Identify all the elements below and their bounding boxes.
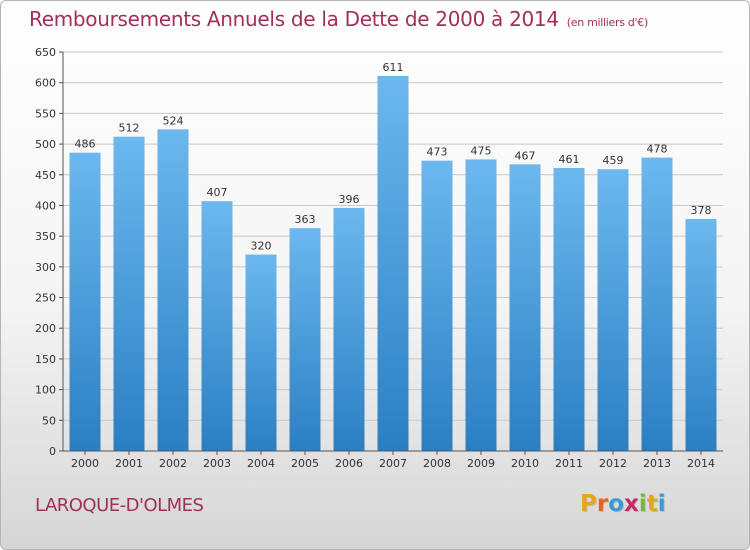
y-tick-label: 0 [49,445,56,458]
x-tick-label-2014: 2014 [687,457,715,470]
bar-2012 [597,169,629,451]
data-label-2007: 611 [383,61,404,74]
data-label-2000: 486 [75,138,96,151]
data-label-2011: 461 [559,153,580,166]
y-tick-label: 350 [35,230,56,243]
axes [59,51,723,455]
data-label-2005: 363 [295,213,316,226]
y-tick-label: 650 [35,46,56,59]
data-label-2009: 475 [471,144,492,157]
y-tick-labels: 0 50 100 150 200 250 300 350 400 450 500 550 600 650 [35,46,56,458]
x-tick-label-2003: 2003 [203,457,231,470]
data-label-2002: 524 [163,114,184,127]
bar-2009 [465,159,497,451]
y-tick-label: 450 [35,169,56,182]
title-unit: (en milliers d'€) [566,16,648,29]
bars [69,75,717,452]
y-tick-label: 100 [35,384,56,397]
data-label-2001: 512 [119,122,140,135]
logo-letter: i [657,491,666,517]
y-tick-label: 550 [35,107,56,120]
x-tick-label-2008: 2008 [423,457,451,470]
y-tick-label: 600 [35,77,56,90]
bar-2011 [553,168,585,452]
logo-letter: i [638,491,647,517]
data-label-2014: 378 [691,204,712,217]
x-tick-label-2004: 2004 [247,457,275,470]
y-tick-label: 300 [35,261,56,274]
bar-2007 [377,75,409,451]
data-labels: 486 512 524 407 320 363 396 611 473 475 467 461 459 4… [75,61,712,253]
bar-2008 [421,160,453,452]
commune-name: LAROQUE-D'OLMES [35,495,204,516]
y-tick-label: 400 [35,199,56,212]
x-tick-label-2007: 2007 [379,457,407,470]
logo-letter: o [608,491,625,517]
x-tick-label-2010: 2010 [511,457,539,470]
bar-2003 [201,201,233,451]
logo-letter: r [596,491,609,517]
bar-2004 [245,254,277,451]
chart-title: Remboursements Annuels de la Dette de 20… [29,7,648,31]
bar-2010 [509,164,541,451]
data-label-2008: 473 [427,146,448,159]
x-tick-label-2012: 2012 [599,457,627,470]
data-label-2012: 459 [603,154,624,167]
data-label-2004: 320 [251,240,272,253]
y-tick-label: 250 [35,292,56,305]
x-tick-label-2001: 2001 [115,457,143,470]
y-tick-label: 500 [35,138,56,151]
bar-2001 [113,136,145,452]
x-tick-label-2005: 2005 [291,457,319,470]
x-tick-labels: 2000 2001 2002 2003 2004 2005 2006 2007 2008 2009… [71,457,715,470]
y-tick-label: 200 [35,322,56,335]
x-tick-label-2000: 2000 [71,457,99,470]
data-label-2013: 478 [647,143,668,156]
x-tick-label-2002: 2002 [159,457,187,470]
x-tick-label-2013: 2013 [643,457,671,470]
logo-letter: P [580,491,597,517]
bar-2013 [641,157,673,451]
bar-2000 [69,152,101,451]
data-label-2010: 467 [515,149,536,162]
data-label-2006: 396 [339,193,360,206]
bar-2006 [333,207,365,451]
x-tick-label-2006: 2006 [335,457,363,470]
x-tick-label-2011: 2011 [555,457,583,470]
logo-letter: t [646,491,658,517]
logo-letter: x [624,491,639,517]
x-tick-label-2009: 2009 [467,457,495,470]
data-label-2003: 407 [207,186,228,199]
bar-2014 [685,218,717,451]
y-tick-label: 150 [35,353,56,366]
title-text: Remboursements Annuels de la Dette de 20… [29,7,559,31]
proxiti-logo: Proxiti [580,491,666,517]
y-tick-label: 50 [42,414,56,427]
bar-2002 [157,129,189,452]
bar-2005 [289,228,321,451]
